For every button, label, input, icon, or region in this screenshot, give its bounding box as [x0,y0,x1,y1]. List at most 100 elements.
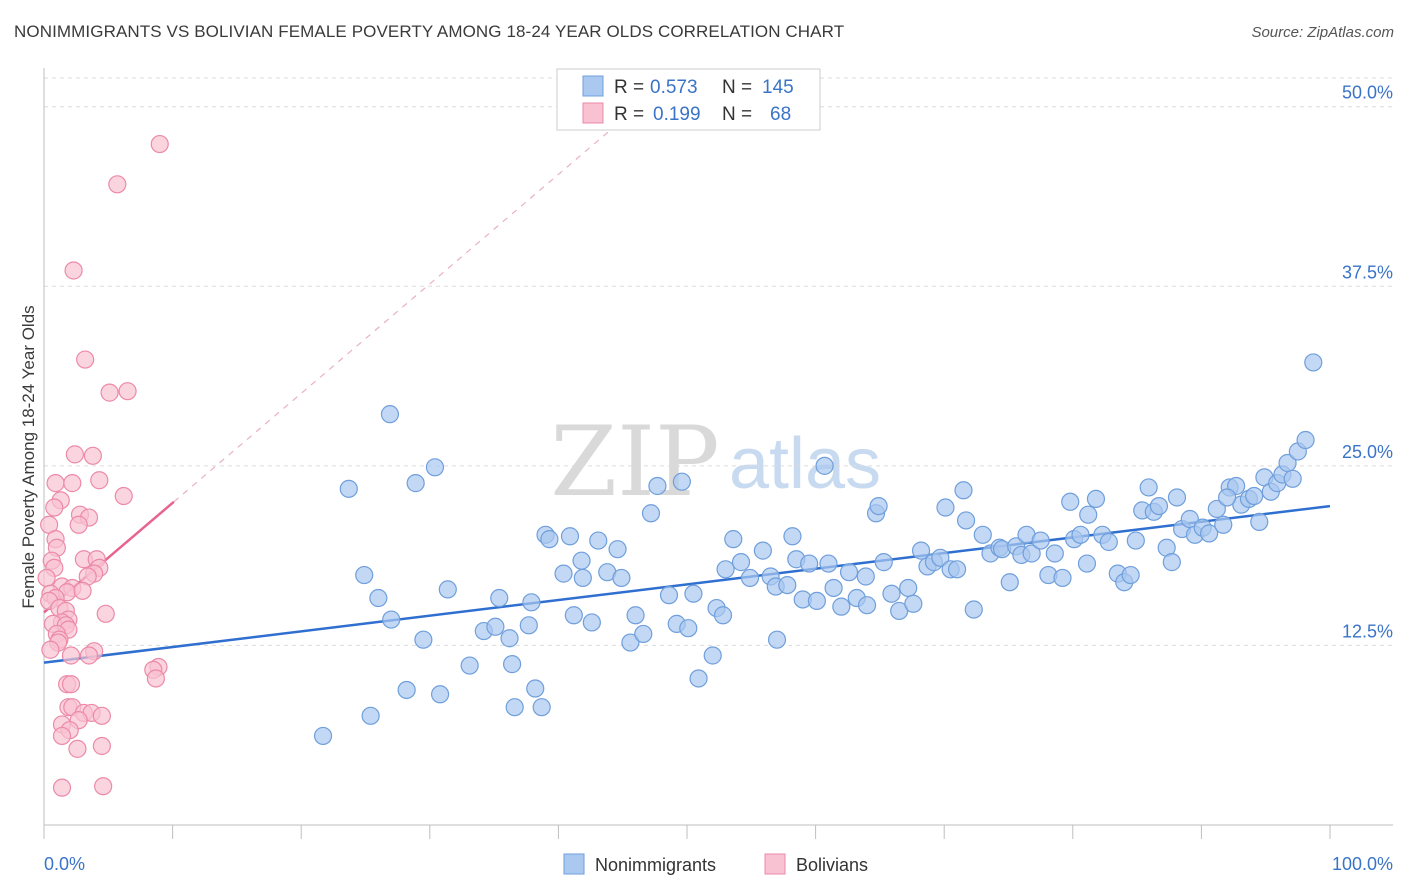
stats-r-label-2: R = [614,104,644,125]
point-nonimmigrants [956,511,976,530]
point-nonimmigrants [1283,469,1302,488]
point-bolivians [92,736,111,756]
point-nonimmigrants [716,560,735,579]
point-nonimmigrants [355,565,374,585]
point-nonimmigrants [369,588,388,608]
point-nonimmigrants [626,606,645,625]
point-nonimmigrants [672,472,691,491]
point-nonimmigrants [648,476,667,496]
point-nonimmigrants [522,593,541,612]
trend-line-bolivians-extended [173,119,624,503]
point-nonimmigrants [1022,544,1041,563]
point-bolivians [61,675,81,694]
point-nonimmigrants [1139,478,1158,497]
point-nonimmigrants [540,530,559,549]
point-nonimmigrants [783,527,802,546]
point-nonimmigrants [1086,489,1106,509]
point-bolivians [150,134,169,154]
point-bolivians [108,175,127,194]
point-nonimmigrants [1149,496,1169,516]
y-tick-label: 25.0% [1342,442,1393,462]
point-nonimmigrants [430,685,450,704]
point-nonimmigrants [560,527,580,546]
stats-n-value-1: 145 [762,77,794,98]
point-nonimmigrants [589,531,608,550]
legend-swatch-nonimmigrants [582,75,604,97]
point-nonimmigrants [1200,524,1219,543]
trend-line-nonimmigrants [43,504,1331,664]
x-tick-label-right: 100.0% [1332,854,1393,874]
x-tick-label-left: 0.0% [44,854,85,874]
point-nonimmigrants [713,606,733,625]
stats-r-value-2: 0.199 [653,104,701,125]
point-nonimmigrants [684,584,703,603]
point-nonimmigrants [659,586,679,605]
point-bolivians [61,646,81,665]
y-tick-label: 37.5% [1342,262,1393,282]
point-nonimmigrants [911,541,931,560]
grid-lines [44,77,1393,646]
point-nonimmigrants [634,624,653,644]
point-nonimmigrants [397,680,416,700]
point-nonimmigrants [819,554,838,573]
point-nonimmigrants [824,578,843,598]
point-nonimmigrants [460,656,479,675]
point-nonimmigrants [414,630,433,649]
bottom-legend-label-bolivians: Bolivians [796,855,868,875]
bottom-legend: Nonimmigrants Bolivians [563,853,868,875]
point-bolivians [45,498,64,517]
stats-n-label-1: N = [722,77,752,98]
point-nonimmigrants [856,567,875,586]
point-nonimmigrants [438,580,457,599]
point-nonimmigrants [554,564,573,583]
point-nonimmigrants [936,498,955,517]
point-nonimmigrants [1000,573,1019,592]
point-nonimmigrants [339,479,358,498]
point-nonimmigrants [1061,492,1080,511]
point-nonimmigrants [1245,486,1264,506]
bottom-legend-swatch-bolivians [764,853,786,875]
point-nonimmigrants [753,541,772,560]
point-nonimmigrants [1121,565,1140,585]
point-nonimmigrants [1031,531,1050,550]
point-nonimmigrants [740,568,760,588]
point-nonimmigrants [1162,553,1181,572]
stats-n-label-2: N = [722,104,752,125]
point-nonimmigrants [1167,488,1187,507]
point-nonimmigrants [1126,531,1145,550]
point-bolivians [68,739,87,758]
point-nonimmigrants [425,458,445,477]
point-nonimmigrants [869,496,888,516]
point-nonimmigrants [800,554,819,573]
point-nonimmigrants [832,597,851,616]
point-nonimmigrants [724,530,743,549]
chart-title: NONIMMIGRANTS VS BOLIVIAN FEMALE POVERTY… [14,22,845,41]
point-bolivians [41,640,60,659]
point-nonimmigrants [503,655,522,674]
point-nonimmigrants [490,588,509,608]
point-nonimmigrants [767,630,787,649]
point-bolivians [46,474,65,493]
point-bolivians [79,646,99,665]
axes [43,68,1393,839]
y-tick-label: 50.0% [1342,83,1393,103]
point-bolivians [100,383,119,402]
point-bolivians [114,486,133,506]
point-nonimmigrants [382,610,401,629]
point-nonimmigrants [564,606,583,625]
source-label: Source: ZipAtlas.com [1251,24,1394,41]
point-nonimmigrants [839,563,859,582]
y-tick-label: 12.5% [1342,621,1393,641]
point-nonimmigrants [874,553,893,572]
point-nonimmigrants [904,594,923,613]
point-nonimmigrants [731,553,751,572]
point-nonimmigrants [612,568,631,588]
point-nonimmigrants [1250,512,1269,531]
point-nonimmigrants [406,474,425,493]
point-nonimmigrants [954,481,973,500]
point-nonimmigrants [964,600,983,619]
stats-r-value-1: 0.573 [650,77,698,98]
point-bolivians [90,471,109,490]
point-nonimmigrants [1207,499,1226,519]
